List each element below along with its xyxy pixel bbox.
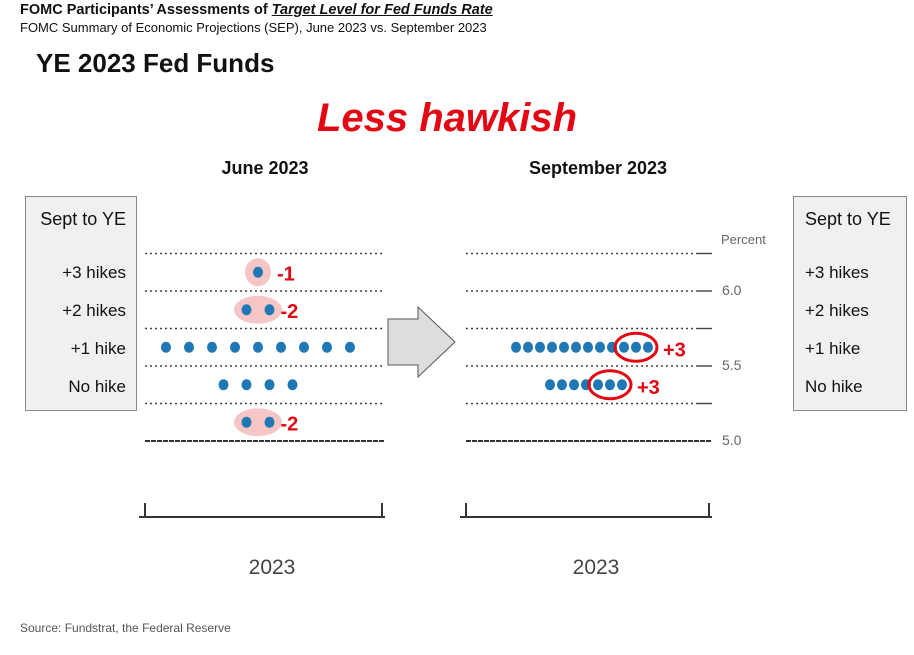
data-dot (569, 379, 579, 391)
left-box-row: +2 hikes (62, 301, 126, 320)
y-axis-label: Percent (721, 232, 766, 247)
data-dot (264, 379, 275, 391)
left-box-row: No hike (68, 377, 126, 396)
y-tick-label: 5.0 (722, 432, 742, 448)
header-title: FOMC Participants’ Assessments of Target… (20, 2, 493, 18)
x-tick-label: 2023 (573, 556, 620, 579)
x-tick-label: 2023 (249, 556, 296, 579)
june-panel-title: June 2023 (221, 158, 309, 178)
source-note: Source: Fundstrat, the Federal Reserve (20, 621, 231, 635)
left-box-row: +3 hikes (62, 263, 126, 282)
right-box-row: +3 hikes (805, 263, 869, 282)
data-dot (276, 341, 286, 353)
right-box-header: Sept to YE (805, 209, 891, 229)
data-dot (241, 304, 252, 316)
data-dot (264, 416, 275, 428)
data-dot (253, 266, 263, 278)
data-dot (595, 341, 605, 353)
header-title-prefix: FOMC Participants’ Assessments of (20, 2, 272, 18)
data-dot (557, 379, 567, 391)
data-dot (571, 341, 581, 353)
data-dot (583, 341, 593, 353)
y-tick-label: 6.0 (722, 282, 742, 298)
data-dot (241, 379, 252, 391)
header-subtitle: FOMC Summary of Economic Projections (SE… (20, 20, 487, 35)
data-dot (241, 416, 252, 428)
delta-annotation: -1 (277, 263, 295, 285)
left-legend-box: Sept to YE +3 hikes +2 hikes +1 hike No … (25, 196, 137, 411)
right-box-row: +1 hike (805, 339, 861, 358)
data-dot (593, 379, 603, 391)
data-dot (535, 341, 545, 353)
left-box-row: +1 hike (70, 339, 126, 358)
data-dot (230, 341, 240, 353)
data-dot (218, 379, 229, 391)
data-dot (287, 379, 298, 391)
delta-annotation: -2 (281, 413, 299, 435)
data-dot (207, 341, 217, 353)
right-box-row: No hike (805, 377, 863, 396)
data-dot (253, 341, 263, 353)
main-title: YE 2023 Fed Funds (36, 48, 275, 78)
data-dot (559, 341, 569, 353)
data-dot (299, 341, 309, 353)
y-tick-label: 5.5 (722, 357, 742, 373)
delta-annotation: -2 (281, 301, 299, 323)
header-title-emphasis: Target Level for Fed Funds Rate (271, 2, 493, 18)
data-dot (322, 341, 332, 353)
data-dot (619, 341, 629, 353)
direction-arrow (387, 305, 456, 379)
highlight-bubble (234, 295, 282, 324)
data-dot (617, 379, 627, 391)
data-dot (511, 341, 521, 353)
right-legend-box: Sept to YE +3 hikes +2 hikes +1 hike No … (793, 196, 907, 411)
highlight-circle (613, 331, 659, 363)
callout-text: Less hawkish (316, 96, 578, 140)
data-dot (643, 341, 653, 353)
data-dot (345, 341, 355, 353)
highlight-circle (587, 369, 633, 401)
highlight-bubble (234, 408, 282, 437)
september-panel-title: September 2023 (528, 158, 668, 178)
delta-annotation: +3 (637, 377, 660, 399)
right-box-row: +2 hikes (805, 301, 869, 320)
data-dot (547, 341, 557, 353)
data-dot (161, 341, 171, 353)
data-dot (184, 341, 194, 353)
data-dot (605, 379, 615, 391)
data-dot (523, 341, 533, 353)
data-dot (264, 304, 275, 316)
delta-annotation: +3 (663, 339, 686, 361)
data-dot (631, 341, 641, 353)
left-box-header: Sept to YE (40, 209, 126, 229)
data-dot (545, 379, 555, 391)
